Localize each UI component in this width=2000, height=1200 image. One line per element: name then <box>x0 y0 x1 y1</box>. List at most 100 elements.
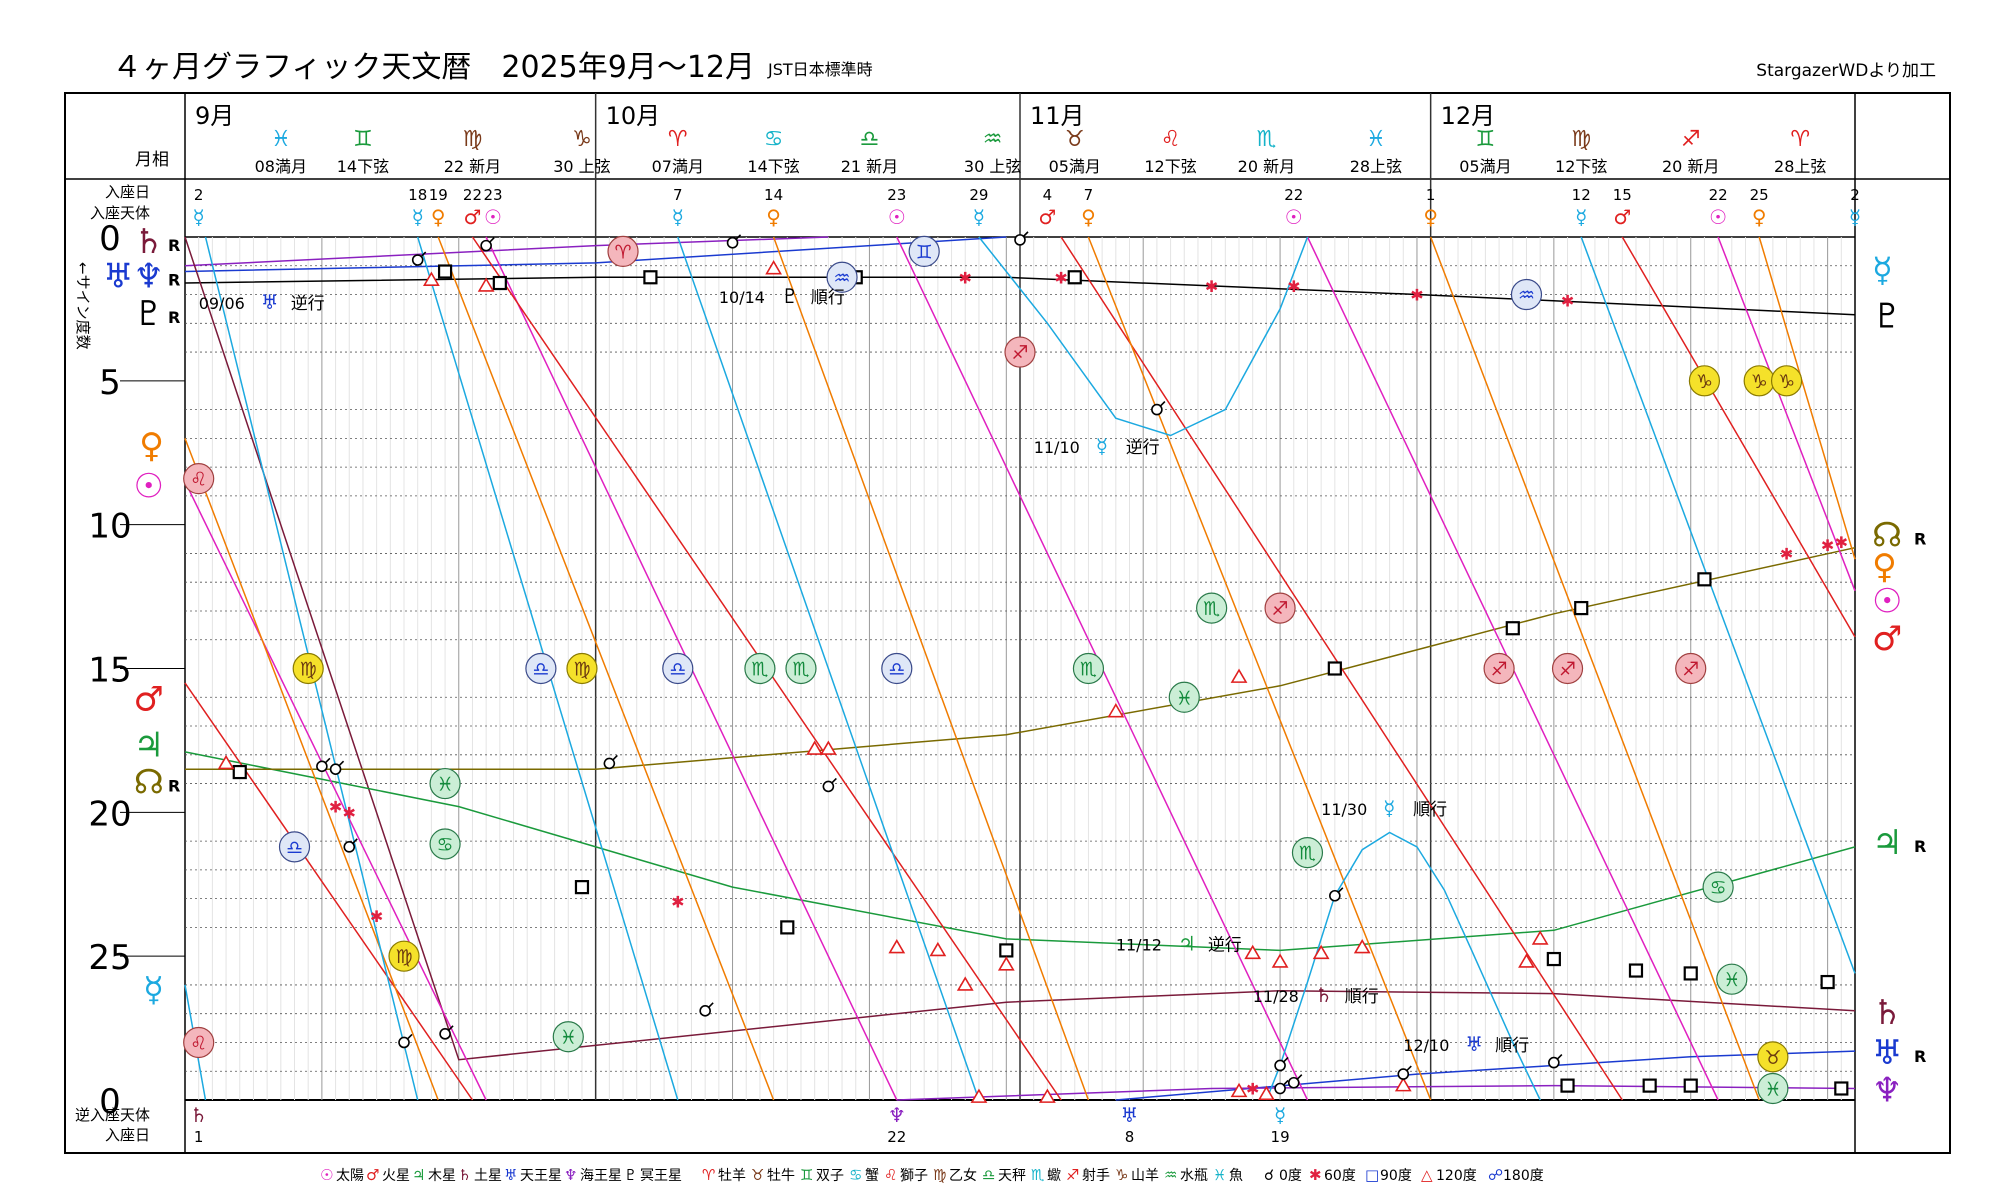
sign-marker <box>429 767 461 800</box>
right-planet-glyph: ♄ <box>1872 993 1902 1033</box>
aspect-trine <box>1107 703 1125 718</box>
station-date: 09/06 <box>199 294 245 313</box>
aspect-conjunction <box>343 841 356 853</box>
ingress-day: 22 <box>1284 186 1303 204</box>
outer-frame <box>64 92 1951 1154</box>
month-label: 10月 <box>606 102 661 130</box>
aspect-conjunction-tick <box>830 777 837 785</box>
aspect-square <box>232 764 247 780</box>
aspect-square <box>437 264 453 279</box>
moon-phase-sign: ♓ <box>271 127 291 152</box>
ingress-glyph: ☿ <box>672 205 684 229</box>
sign-marker <box>552 1021 584 1053</box>
sign-markers: ♌ ♌ ♍ ♎ ♍ ♓ ♋ ♎ ♍ ♓ ♈ ♎ ♏ ♏ ♒ ♎ ♊ ♐ ♏ ♓ ♏ ♐ ♏ ♒ ♐ ♐ ♐ ♑ ♑ ♑ ♋ ♓ ♉ ♓ <box>183 235 1803 1105</box>
ingress-glyph: ☉ <box>1709 205 1727 229</box>
legend-glyph: ♆ <box>564 1166 577 1184</box>
sign-marker <box>1702 871 1734 903</box>
aspect-conjunction-tick <box>324 757 331 764</box>
station-text: 逆行 <box>1126 438 1160 458</box>
legend-label: 土星 <box>474 1168 502 1184</box>
aspect-conjunction-tick <box>734 234 742 241</box>
moon-phase-label: 28上弦 <box>1350 157 1402 176</box>
aspect-trine <box>997 956 1015 971</box>
moon-phase-sign: ♏ <box>1257 127 1277 152</box>
y-tick-label: 10 <box>88 507 131 547</box>
sign-marker <box>278 831 311 863</box>
left-planet-glyph: ☿ <box>143 970 164 1010</box>
right-planet-glyph: ☊ <box>1872 515 1902 555</box>
legend-label: 牡羊 <box>718 1168 746 1184</box>
sign-marker <box>292 652 324 685</box>
aspect-conjunction <box>316 760 328 773</box>
ingress-glyph: ☿ <box>412 205 424 229</box>
sign-marker-glyph: ♑ <box>1778 371 1795 393</box>
sign-marker-glyph: ♓ <box>1176 687 1193 709</box>
aspect-square <box>1628 963 1644 978</box>
aspect-conjunction-tick <box>1556 1054 1563 1061</box>
aspect-square <box>1820 974 1835 990</box>
moon-phase-label: 28上弦 <box>1774 157 1826 176</box>
aspect-conjunction <box>1151 403 1163 416</box>
right-planet-glyph: ♇ <box>1872 297 1902 337</box>
sign-marker-glyph: ♑ <box>1751 371 1768 393</box>
y-tick-label: 15 <box>88 651 131 691</box>
aspect-trine <box>1244 944 1262 960</box>
left-planet-glyph-retro: R <box>168 236 180 255</box>
station-date: 11/12 <box>1116 935 1162 954</box>
moon-phase-sign: ♍ <box>1571 127 1591 152</box>
aspect-conjunction-tick <box>1405 1065 1412 1072</box>
aspect-square <box>1327 661 1342 676</box>
aspect-conjunction-tick <box>1296 1074 1303 1081</box>
planet-line-venus_b <box>437 236 775 1101</box>
moon-phase-label: 22 新月 <box>444 157 501 176</box>
legend-label: 獅子 <box>900 1168 928 1184</box>
aspect-conjunction-tick <box>1022 231 1029 238</box>
sign-marker-glyph: ♐ <box>1272 598 1289 620</box>
aspect-square <box>1546 951 1561 967</box>
aspect-trine <box>1531 930 1549 945</box>
sign-marker <box>881 652 913 685</box>
retro-ingress-glyph: ♄ <box>190 1103 208 1127</box>
sign-marker <box>908 235 940 267</box>
legend-label: 射手 <box>1082 1168 1110 1184</box>
right-planet-glyph: ♅ <box>1872 1033 1902 1073</box>
legend-label: 0度 <box>1279 1168 1302 1184</box>
sign-marker-glyph: ♎ <box>888 659 905 681</box>
left-planet-glyph: ♂ <box>134 679 164 719</box>
retro-ingress-glyph: ☿ <box>1274 1103 1286 1127</box>
legend-label: 牡牛 <box>767 1168 795 1184</box>
ingress-glyph: ♀ <box>766 205 781 229</box>
sign-marker <box>744 652 776 685</box>
aspect-trine <box>765 260 782 275</box>
sign-marker <box>1688 365 1721 397</box>
right-planet-glyph: ♂ <box>1872 619 1902 659</box>
station-glyph: ♃ <box>1178 931 1196 955</box>
sign-marker-glyph: ♓ <box>1764 1078 1781 1100</box>
legend-label: 60度 <box>1324 1168 1356 1184</box>
ingress-glyph: ♂ <box>1613 205 1631 229</box>
aspect-markers: ✱ ✱ ✱ ✱ ✱ ✱✱ ✱✱✱✱ ✱ ✱✱ <box>217 231 1849 1103</box>
sign-marker <box>1196 592 1228 624</box>
sign-marker-glyph: ♋ <box>437 834 454 856</box>
legend-label: 天王星 <box>520 1168 562 1184</box>
legend-label: 180度 <box>1503 1168 1544 1184</box>
aspect-conjunction <box>480 239 492 252</box>
station-annotation: 11/12 ♃ 逆行 <box>1116 931 1242 955</box>
planet-line-venus_e <box>1429 236 1760 1101</box>
aspect-sextile: ✱ <box>1205 277 1218 296</box>
ingress-day: 1 <box>1426 186 1436 204</box>
sign-marker <box>1510 278 1543 311</box>
y-tick-label: 0 <box>99 219 121 259</box>
aspect-trine <box>477 277 495 292</box>
moon-phase-label: 08満月 <box>255 157 307 176</box>
station-glyph: ☿ <box>1096 434 1108 458</box>
sign-marker <box>429 828 461 860</box>
ingress-day: 12 <box>1572 186 1591 204</box>
sign-marker <box>1483 652 1515 685</box>
sign-marker-glyph: ♍ <box>300 659 317 681</box>
ingress-day: 29 <box>969 186 988 204</box>
ingress-day: 2 <box>194 186 204 204</box>
y-tick-label: 5 <box>99 363 121 403</box>
aspect-conjunction-tick <box>1282 1079 1289 1087</box>
ingress-glyph: ♂ <box>463 205 481 229</box>
